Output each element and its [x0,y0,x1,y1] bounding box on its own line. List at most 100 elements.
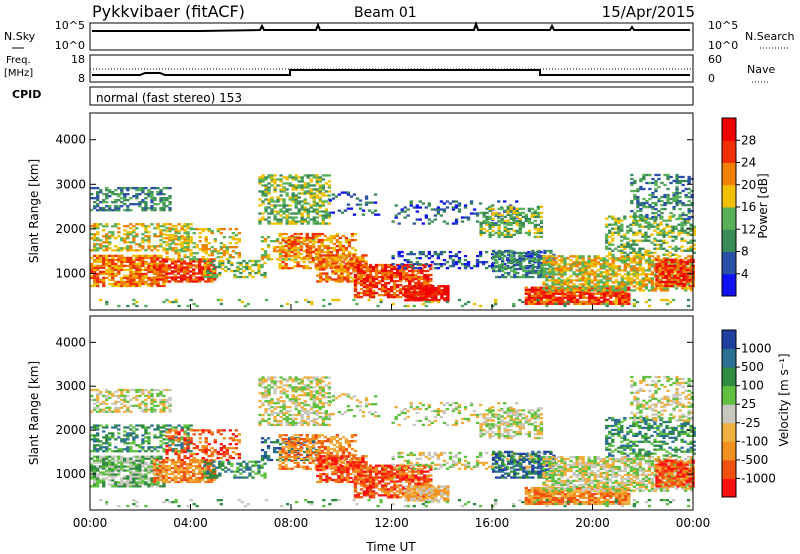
power-cell [670,282,674,286]
power-cell [189,223,193,226]
power-cell [162,233,166,236]
power-cell [296,260,300,264]
power-cell [593,273,597,276]
power-cell [338,246,343,250]
power-cell [276,178,280,181]
power-cell [665,249,669,252]
power-cell [623,217,627,220]
power-cell [165,234,169,237]
power-cell [323,244,327,248]
power-cell [641,217,645,220]
power-cell [248,271,252,275]
power-cell [129,284,133,288]
power-cell [279,220,283,223]
power-cell [587,271,591,274]
power-cell [306,174,310,177]
power-cell [623,251,627,254]
power-cell [569,296,574,299]
power-cell [670,284,674,288]
power-cell [132,231,136,234]
power-cell [424,214,428,217]
power-cell [563,267,567,270]
power-cell [177,229,181,233]
velocity-cell [111,394,115,398]
power-cell [132,282,136,286]
power-cell [183,250,187,253]
power-cell [632,271,637,274]
power-cell [605,223,609,226]
power-cell [563,257,567,260]
power-cell [463,254,468,258]
power-cell [99,298,103,302]
power-cell [138,268,142,272]
power-cell [120,205,124,208]
power-cell [312,220,316,223]
power-cell [328,276,332,279]
power-cell [334,262,338,265]
power-cell [254,271,258,275]
power-cell [578,279,582,282]
velocity-cell [111,392,115,396]
power-cell [684,179,688,183]
velocity-cell [108,406,112,409]
power-cell [650,277,655,280]
power-cell [608,231,612,234]
power-cell [681,217,685,221]
power-cell [599,287,603,290]
power-cell [195,258,199,261]
velocity-cell [162,394,166,398]
velocity-cell [102,410,106,413]
velocity-cell [102,408,106,411]
power-cell [114,237,118,240]
power-cell [144,186,148,190]
power-cell [629,227,633,230]
power-cell [437,291,441,294]
power-cell [257,267,261,271]
power-cell [359,277,364,281]
power-cell [325,260,329,263]
power-cell [341,234,346,238]
power-cell [371,277,376,281]
power-cell [161,274,166,277]
power-cell [311,244,315,248]
power-cell [617,245,621,248]
power-cell [358,258,362,261]
power-cell [611,217,615,220]
power-cell [182,268,187,271]
power-cell [198,248,202,251]
power-cell [466,264,471,268]
power-cell [159,229,163,232]
power-cell [659,243,663,246]
power-cell [501,253,505,257]
power-cell [90,249,94,252]
power-cell [560,283,564,286]
power-cell [90,225,94,228]
power-cell [322,258,326,261]
power-cell [661,264,665,268]
power-cell [138,258,142,262]
power-cell [186,249,190,252]
power-cell [408,269,412,273]
power-cell [632,304,637,308]
power-cell [629,265,633,268]
power-cell [111,270,115,274]
power-cell [653,229,657,232]
power-cell [162,203,166,206]
power-cell [377,269,382,273]
power-cell [156,203,160,206]
power-cell [322,260,326,263]
power-cell [287,252,291,256]
power-cell [303,198,307,201]
power-cell [273,182,277,185]
power-cell [665,219,669,222]
power-cell [90,256,94,260]
power-cell [527,256,531,260]
power-cell [135,282,139,286]
power-cell [396,283,400,287]
power-cell [479,231,483,235]
power-cell [344,238,349,242]
power-cell [355,256,359,259]
power-cell [338,236,343,240]
power-cell [192,270,196,273]
power-cell [185,268,190,271]
